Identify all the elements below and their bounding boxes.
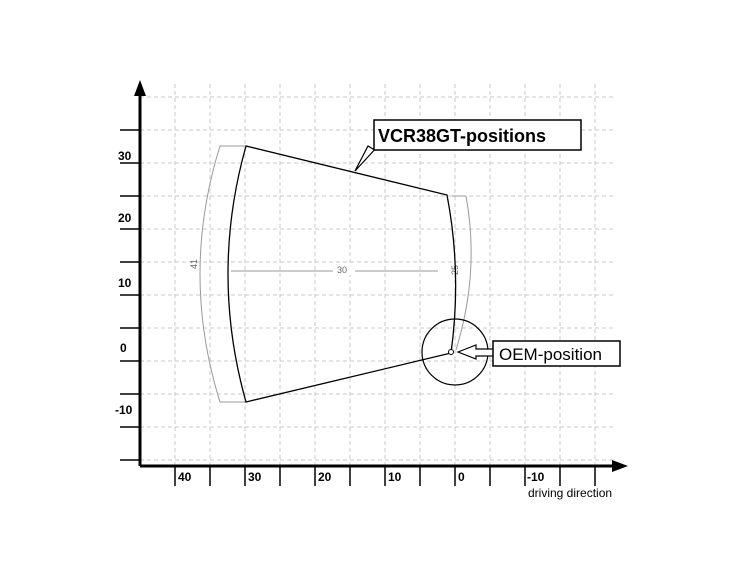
y-axis-arrow-icon <box>134 80 146 96</box>
y-tick-label: -10 <box>115 403 133 417</box>
span-dimension-label: 30 <box>337 265 347 275</box>
callout-oem-arrow-icon <box>456 344 495 360</box>
vcr38gt-positions-area <box>227 145 457 403</box>
callout-positions-box <box>373 119 582 151</box>
axes: 30 20 10 0 -10 40 30 20 10 0 -10 driving… <box>115 80 628 500</box>
x-tick-label: -10 <box>527 470 545 484</box>
y-tick-label: 20 <box>118 211 132 225</box>
callout-positions: VCR38GT-positions <box>354 119 582 172</box>
outer-arc-dimension-label: 41 <box>189 259 199 269</box>
inner-arc-dimension <box>452 195 472 351</box>
span-dimension-background <box>333 263 355 275</box>
x-tick-label: 10 <box>388 470 402 484</box>
outer-arc-dimension <box>199 145 246 403</box>
callout-oem: OEM-position <box>456 340 621 367</box>
oem-position-dot <box>448 349 454 355</box>
x-axis-caption: driving direction <box>528 486 612 500</box>
x-tick-label: 30 <box>248 470 262 484</box>
x-tick-label: 40 <box>178 470 192 484</box>
callout-positions-label: VCR38GT-positions <box>378 126 546 146</box>
y-tick-label: 10 <box>118 276 132 290</box>
y-tick-label: 0 <box>120 341 127 355</box>
callout-oem-label: OEM-position <box>499 345 602 364</box>
y-tick-label: 30 <box>118 149 132 163</box>
callout-oem-box <box>492 340 621 367</box>
dimensions: 41 30 25 <box>189 145 472 403</box>
x-tick-label: 0 <box>458 470 465 484</box>
x-tick-label: 20 <box>318 470 332 484</box>
x-axis-arrow-icon <box>612 460 628 472</box>
callout-positions-pointer <box>354 145 379 172</box>
